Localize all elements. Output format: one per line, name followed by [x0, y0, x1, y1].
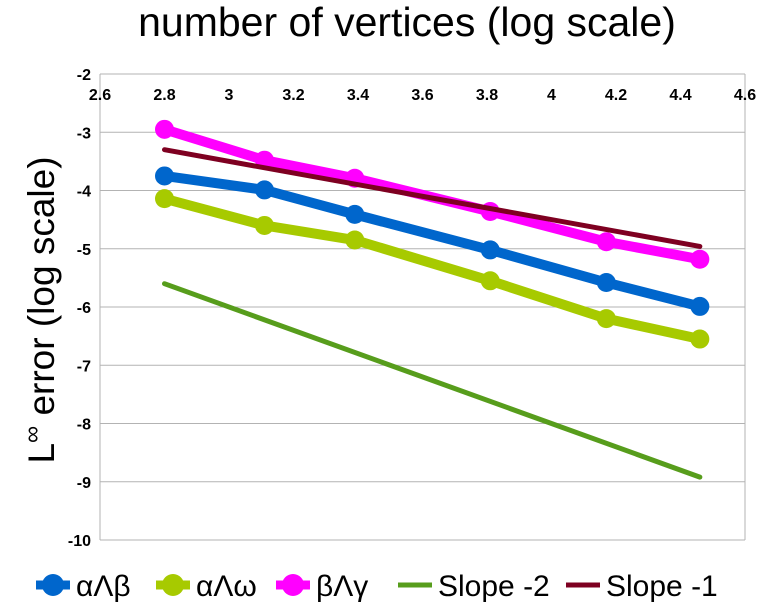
data-point	[596, 273, 616, 293]
legend-label: βΛγ	[316, 570, 368, 603]
legend-label: αΛω	[196, 570, 257, 603]
x-tick-label: 3.8	[476, 87, 498, 104]
data-point	[690, 296, 710, 316]
y-tick-label: -10	[68, 533, 91, 550]
legend-label: αΛβ	[76, 570, 131, 603]
series-line	[159, 170, 705, 312]
data-point	[155, 119, 174, 139]
data-point	[596, 309, 616, 329]
legend-item: αΛβ	[36, 570, 131, 603]
series-1	[155, 189, 710, 349]
y-tick-label: -6	[77, 300, 91, 317]
legend-item: Slope -2	[398, 570, 550, 603]
y-tick-label: -2	[77, 67, 91, 84]
series-line	[162, 281, 703, 480]
data-point	[690, 249, 710, 269]
data-point	[254, 215, 274, 235]
series-4	[162, 147, 703, 249]
y-tick-label: -5	[77, 242, 91, 259]
y-axis-ticks: -2 -3 -4 -5 -6 -7 -8 -9 -10	[68, 67, 91, 550]
x-tick-label: 4.4	[669, 87, 691, 104]
data-point	[480, 240, 500, 260]
data-point	[155, 166, 174, 186]
series-3	[162, 281, 703, 480]
data-point	[480, 271, 500, 291]
data-point	[596, 232, 616, 252]
y-axis-label: L∞ error (log scale)	[19, 156, 62, 463]
x-tick-label: 2.6	[89, 87, 111, 104]
grid	[99, 73, 746, 541]
legend-swatch-marker	[42, 574, 64, 596]
x-tick-label: 4	[547, 87, 556, 104]
legend-item: αΛω	[156, 570, 257, 603]
legend-item: βΛγ	[276, 570, 368, 603]
y-tick-label: -9	[77, 475, 91, 492]
x-axis-ticks: 2.6 2.8 3 3.2 3.4 3.6 3.8 4 4.2 4.4 4.6	[89, 87, 756, 104]
data-point	[345, 230, 365, 250]
data-point	[155, 189, 174, 209]
x-tick-label: 4.2	[605, 87, 627, 104]
y-tick-label: -3	[77, 125, 91, 142]
y-tick-label: -4	[77, 184, 91, 201]
series-0	[155, 166, 710, 316]
data-point	[690, 329, 710, 349]
series-line	[162, 147, 703, 249]
series-line	[159, 193, 705, 345]
y-tick-label: -7	[77, 358, 91, 375]
data-point	[254, 180, 274, 200]
legend-label: Slope -2	[438, 570, 550, 603]
x-tick-label: 3.6	[411, 87, 433, 104]
data-point	[345, 204, 365, 224]
x-tick-label: 3.4	[347, 87, 369, 104]
legend-swatch-marker	[162, 574, 184, 596]
series-2	[155, 119, 710, 269]
legend: αΛβ αΛω βΛγ Slope -2 Slope -1	[36, 570, 718, 603]
chart-title: number of vertices (log scale)	[138, 0, 676, 45]
legend-label: Slope -1	[606, 570, 718, 603]
x-tick-label: 3	[225, 87, 234, 104]
x-tick-label: 4.6	[734, 87, 756, 104]
y-tick-label: -8	[77, 417, 91, 434]
legend-item: Slope -1	[566, 570, 718, 603]
x-tick-label: 2.8	[153, 87, 175, 104]
x-tick-label: 3.2	[282, 87, 304, 104]
legend-swatch-marker	[282, 574, 304, 596]
series-layer	[155, 119, 710, 480]
